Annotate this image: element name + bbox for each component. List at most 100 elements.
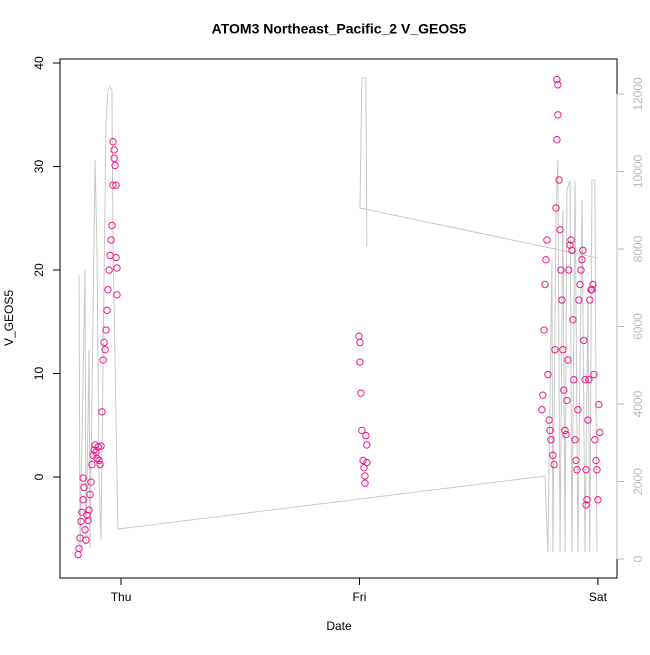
- point: [86, 490, 94, 499]
- point: [569, 315, 577, 324]
- point: [80, 483, 88, 492]
- point: [107, 236, 115, 244]
- point: [584, 416, 592, 424]
- point: [88, 460, 96, 469]
- y2-tick-label: 6000: [631, 313, 645, 340]
- point: [97, 442, 105, 450]
- point: [546, 426, 554, 435]
- point: [553, 75, 561, 84]
- point: [99, 356, 107, 364]
- y2-tick-label: 10000: [631, 154, 645, 188]
- y-tick-label: 0: [32, 473, 46, 480]
- x-tick-label: Fri: [352, 590, 366, 604]
- point: [593, 466, 601, 474]
- point: [577, 266, 585, 274]
- point: [564, 356, 572, 364]
- y-tick-label: 30: [32, 160, 46, 174]
- point: [568, 246, 576, 255]
- point: [361, 472, 369, 480]
- point: [112, 253, 120, 262]
- point: [586, 296, 594, 304]
- point: [109, 137, 117, 146]
- point: [98, 408, 106, 416]
- point: [556, 225, 564, 234]
- point: [100, 338, 108, 347]
- y-tick-label: 10: [32, 367, 46, 381]
- x-tick-label: Thu: [111, 590, 132, 604]
- point: [105, 266, 113, 274]
- point: [112, 181, 120, 189]
- point: [113, 291, 121, 299]
- point: [583, 496, 591, 504]
- point: [79, 474, 87, 482]
- point: [552, 204, 560, 212]
- point: [357, 389, 365, 397]
- point: [545, 416, 553, 424]
- point: [84, 516, 92, 525]
- y2-tick-label: 2000: [631, 468, 645, 495]
- point: [539, 391, 547, 399]
- y-tick-label: 20: [32, 263, 46, 277]
- point: [567, 236, 575, 244]
- point: [576, 280, 584, 289]
- point: [550, 460, 558, 469]
- point: [590, 370, 598, 379]
- point: [75, 544, 83, 553]
- point: [356, 358, 364, 366]
- y2-tick-label: 12000: [631, 77, 645, 111]
- point: [565, 266, 573, 274]
- point: [542, 255, 550, 264]
- point: [589, 280, 597, 289]
- point: [101, 346, 109, 354]
- point: [570, 376, 578, 384]
- chart-title: ATOM3 Northeast_Pacific_2 V_GEOS5: [212, 21, 467, 37]
- point: [77, 517, 85, 526]
- point: [544, 370, 552, 379]
- point: [572, 456, 580, 465]
- point: [581, 376, 589, 384]
- point: [540, 326, 548, 334]
- point: [87, 478, 95, 486]
- point: [580, 336, 588, 345]
- point: [562, 430, 570, 439]
- point: [559, 346, 567, 354]
- point: [555, 176, 563, 184]
- point: [85, 506, 93, 514]
- point: [594, 496, 602, 504]
- point: [591, 436, 599, 444]
- point: [551, 346, 559, 354]
- point: [558, 296, 566, 304]
- point: [592, 456, 600, 465]
- point: [538, 406, 546, 414]
- point: [585, 376, 593, 384]
- point: [363, 441, 371, 449]
- point: [575, 296, 583, 304]
- point: [560, 386, 568, 394]
- point: [573, 466, 581, 474]
- point: [93, 454, 101, 463]
- point: [109, 181, 117, 189]
- point: [110, 146, 118, 154]
- point: [547, 436, 555, 444]
- y2-tick-label: 4000: [631, 390, 645, 417]
- x-tick-label: Sat: [589, 590, 608, 604]
- point: [566, 241, 574, 249]
- point: [79, 496, 87, 504]
- point: [553, 135, 561, 144]
- x-axis-label: Date: [326, 619, 352, 633]
- y-tick-label: 40: [32, 56, 46, 70]
- point: [549, 451, 557, 459]
- point: [102, 326, 110, 334]
- point: [362, 431, 370, 440]
- point: [363, 458, 371, 467]
- point: [356, 338, 364, 347]
- line: [78, 77, 599, 553]
- point: [82, 536, 90, 544]
- point: [578, 255, 586, 264]
- point: [111, 161, 119, 170]
- point: [104, 285, 112, 294]
- point: [541, 280, 549, 289]
- point: [110, 154, 118, 162]
